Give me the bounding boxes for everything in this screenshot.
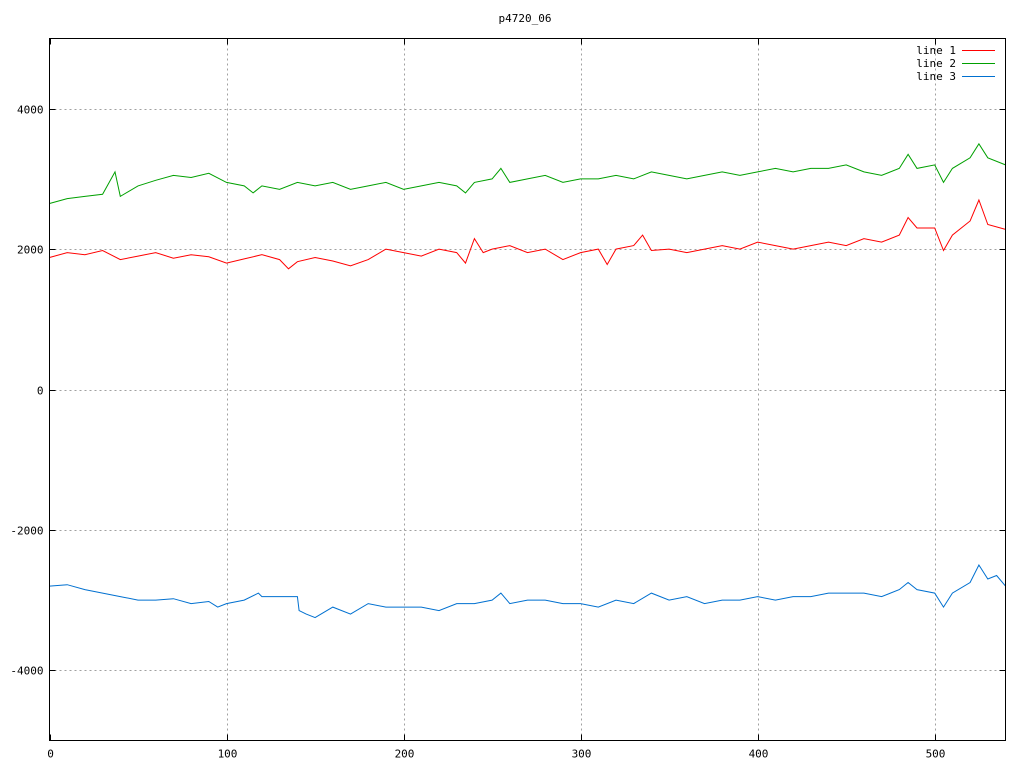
- legend-label-2: line 2: [916, 57, 956, 70]
- series-line-1: [49, 198, 1006, 270]
- x-tick-label: 0: [47, 748, 54, 761]
- x-tick-label: 400: [749, 748, 769, 761]
- series-line-2: [49, 142, 1006, 204]
- x-tick-label: 100: [218, 748, 238, 761]
- grid: [49, 38, 1006, 741]
- y-tick-label: -2000: [10, 525, 43, 538]
- x-tick-label: 500: [926, 748, 946, 761]
- y-tick-label: 4000: [17, 104, 44, 117]
- plot-frame: [49, 38, 1006, 741]
- y-tick-label: -4000: [10, 665, 43, 678]
- legend-label-3: line 3: [916, 70, 956, 83]
- x-tick-label: 300: [572, 748, 592, 761]
- y-tick-label: 2000: [17, 244, 44, 257]
- series-line-3: [49, 563, 1006, 619]
- x-tick-label: 200: [395, 748, 415, 761]
- chart-title: p4720_06: [499, 12, 552, 25]
- series-lines: [49, 142, 1006, 619]
- y-tick-label: 0: [37, 385, 44, 398]
- axis-ticks: 0 100 200 300 400 500 -4000 -2000 0 2000 4000: [10, 38, 1006, 761]
- legend-label-1: line 1: [916, 44, 956, 57]
